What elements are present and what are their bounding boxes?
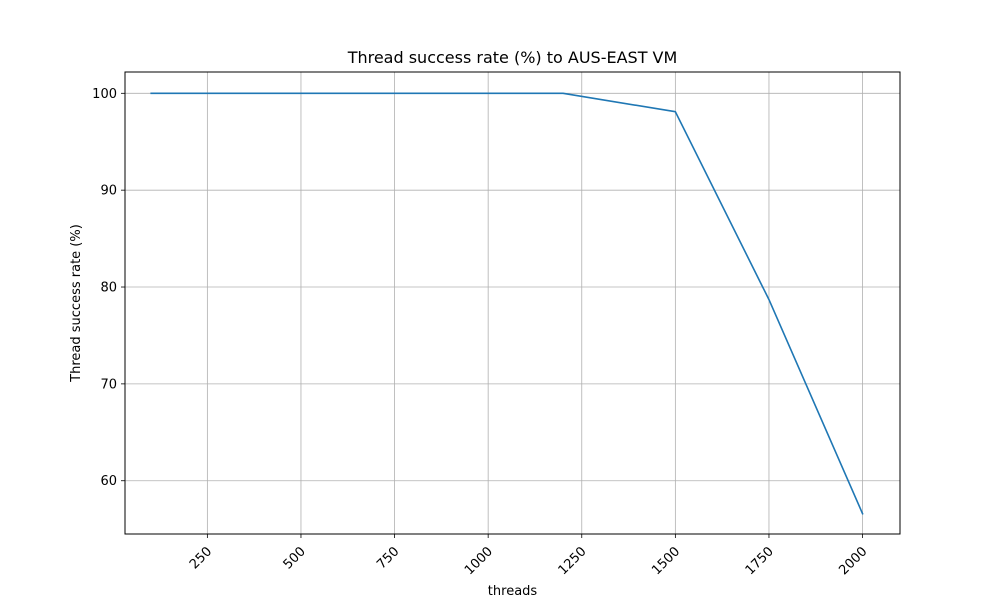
grid [125, 72, 900, 534]
x-tick-label: 750 [374, 544, 402, 572]
x-tick-label: 1750 [743, 544, 777, 578]
x-axis-title: threads [488, 584, 538, 599]
x-tick-label: 1250 [556, 544, 590, 578]
y-axis-title: Thread success rate (%) [69, 224, 84, 383]
y-tick-label: 100 [92, 87, 117, 102]
series-layer [150, 92, 864, 515]
y-tick-label: 60 [100, 474, 117, 489]
y-tick-label: 90 [100, 184, 117, 199]
x-tick-label: 1500 [649, 544, 683, 578]
x-tick-label: 500 [281, 544, 309, 572]
x-tick-label: 2000 [836, 544, 870, 578]
y-tick-label: 80 [100, 281, 117, 296]
x-tick-label: 1000 [462, 544, 496, 578]
chart-title: Thread success rate (%) to AUS-EAST VM [347, 48, 678, 67]
y-tick-label: 70 [100, 377, 117, 392]
x-tick-label: 250 [187, 544, 215, 572]
ticks: 250 500 750 1000 1250 1500 1750 2000 60 70 80 90 100 [92, 87, 870, 578]
series-line [150, 92, 864, 515]
plot-area-frame [124, 71, 901, 535]
